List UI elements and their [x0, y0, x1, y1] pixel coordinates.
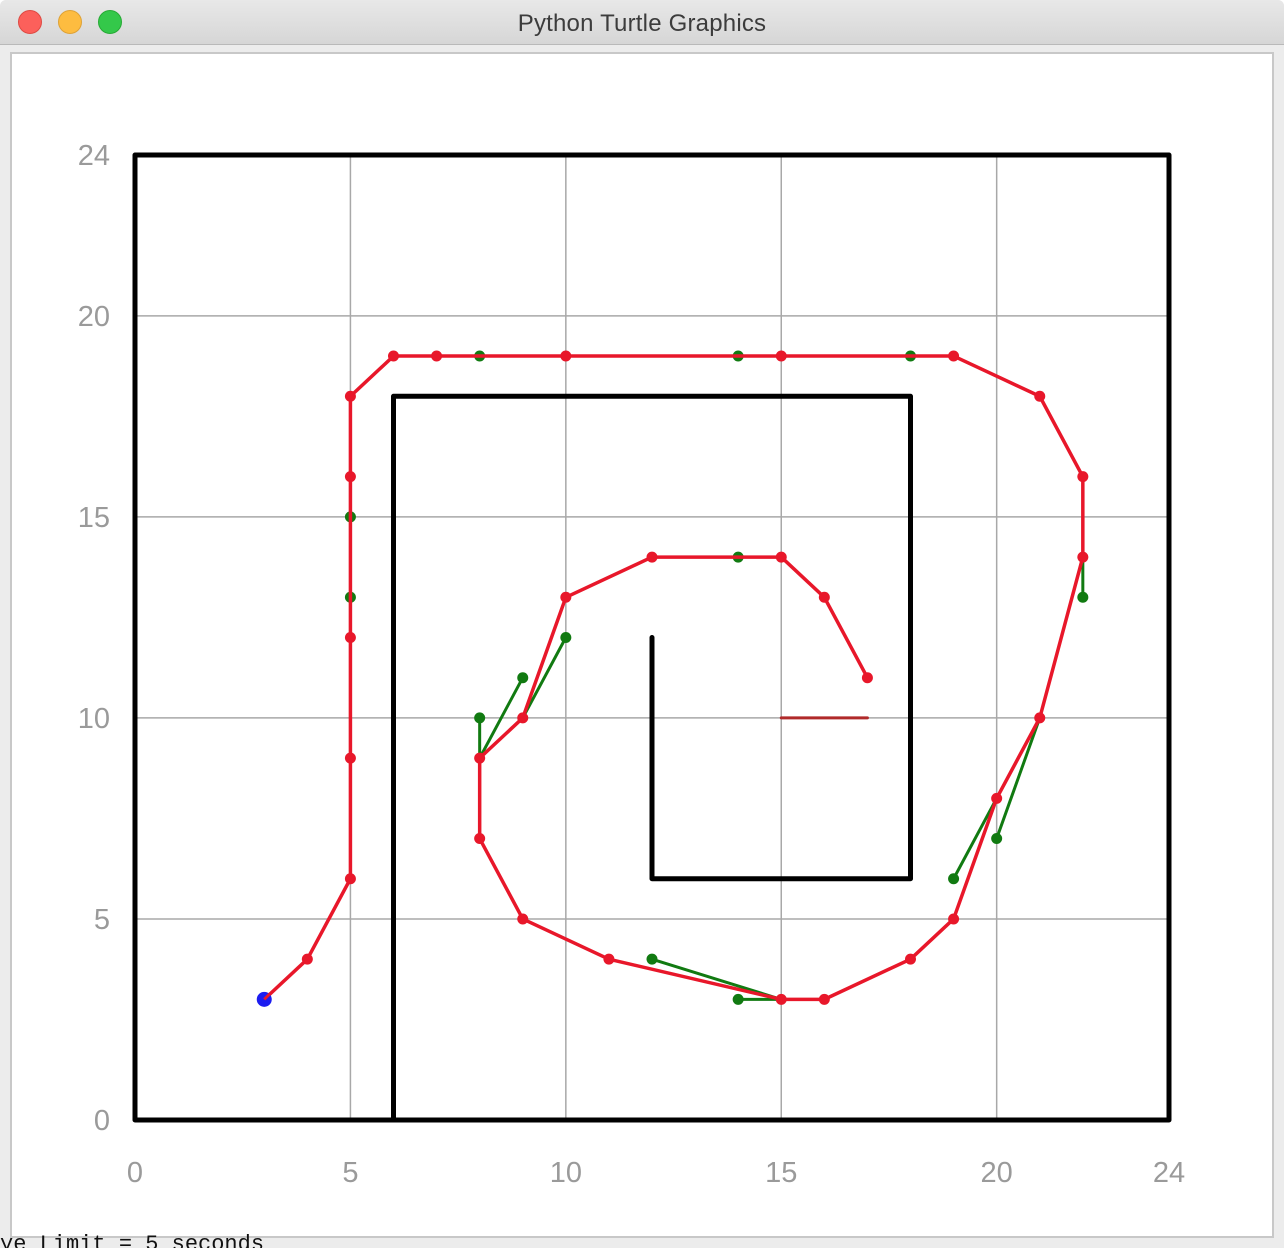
turtle-canvas [10, 52, 1274, 1238]
path-point-24 [474, 752, 486, 764]
path-point-12 [1034, 390, 1046, 402]
path-point-6 [344, 390, 356, 402]
x-tick-label-5: 24 [1153, 1157, 1185, 1189]
path-point-20 [775, 993, 787, 1005]
path-point-3 [344, 752, 356, 764]
maze-wall-0 [132, 152, 1172, 1123]
y-tick-label-1: 5 [94, 904, 110, 936]
x-tick-label-2: 10 [550, 1157, 582, 1189]
search-point-8 [560, 632, 572, 643]
x-tick-label-0: 0 [127, 1157, 143, 1189]
path-point-13 [1077, 471, 1089, 483]
path-point-27 [646, 551, 658, 563]
search-segment-2 [521, 636, 568, 720]
search-point-12 [646, 953, 658, 965]
start-path-stub [263, 992, 272, 1001]
search-point-10 [991, 833, 1003, 845]
path-point-14 [1077, 551, 1089, 563]
zoom-button[interactable] [98, 10, 122, 34]
path-point-22 [517, 913, 529, 925]
path-point-21 [603, 953, 615, 965]
search-point-9 [1077, 591, 1089, 603]
window-title: Python Turtle Graphics [517, 10, 767, 37]
y-tick-label-5: 24 [78, 140, 110, 172]
close-button[interactable] [18, 10, 42, 34]
path-point-25 [517, 712, 529, 724]
search-segment-5 [952, 796, 999, 881]
path-point-30 [861, 672, 873, 684]
y-tick-label-2: 10 [78, 703, 110, 735]
path-line [262, 354, 1085, 1002]
path-point-16 [991, 792, 1003, 804]
path-point-9 [560, 350, 572, 362]
search-point-7 [517, 672, 529, 684]
path-point-26 [560, 591, 572, 603]
path-point-8 [431, 350, 443, 362]
search-point-11 [948, 873, 960, 885]
path-point-18 [905, 953, 916, 965]
y-tick-label-3: 15 [78, 502, 110, 534]
path-point-23 [474, 833, 486, 845]
path-point-11 [948, 350, 960, 362]
path-point-10 [775, 350, 787, 362]
maze-wall-1 [391, 393, 913, 1123]
path-point-15 [1034, 712, 1046, 724]
search-segment-1 [478, 676, 525, 760]
path-point-1 [301, 953, 313, 965]
path-point-17 [948, 913, 960, 925]
search-segment-4 [995, 716, 1042, 841]
path-point-5 [344, 471, 356, 483]
y-tick-label-4: 20 [78, 301, 110, 333]
path-point-7 [388, 350, 399, 362]
x-tick-label-4: 20 [981, 1157, 1013, 1189]
path-point-28 [775, 551, 787, 563]
minimize-button[interactable] [58, 10, 82, 34]
search-point-13 [732, 993, 744, 1005]
x-tick-label-3: 15 [765, 1157, 797, 1189]
search-point-6 [474, 712, 486, 724]
path-point-19 [818, 993, 830, 1005]
background-terminal-text: ye Limit = 5 seconds [0, 1232, 265, 1248]
path-point-4 [344, 632, 356, 643]
path-point-2 [344, 873, 356, 885]
title-bar[interactable]: Python Turtle Graphics [0, 0, 1284, 45]
y-tick-label-0: 0 [94, 1105, 110, 1137]
path-point-29 [818, 591, 830, 603]
x-tick-label-1: 5 [342, 1157, 358, 1189]
